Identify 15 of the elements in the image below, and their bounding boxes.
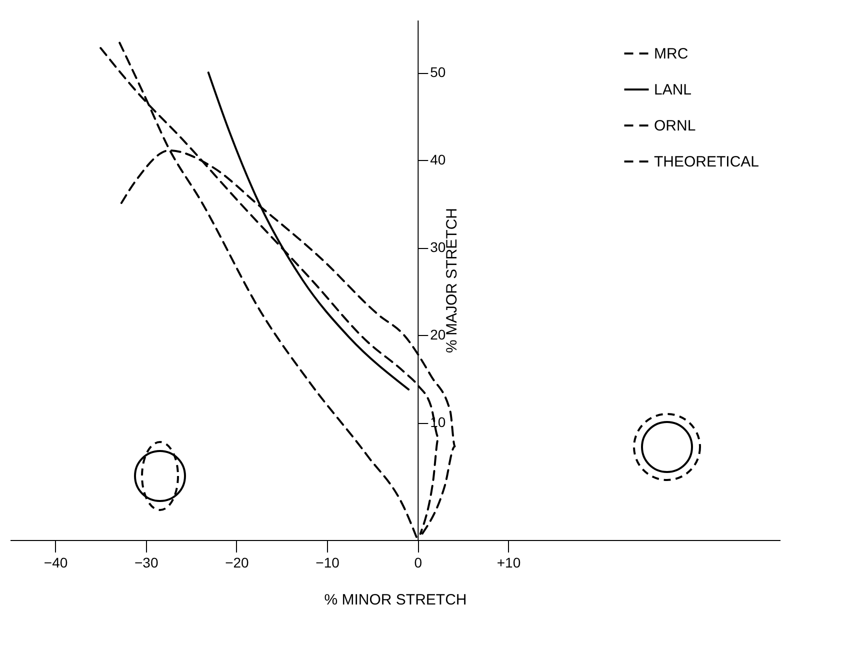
y-tick-label: 50 (430, 64, 446, 80)
y-tick-label: 40 (430, 152, 446, 168)
x-tick-label: −10 (316, 554, 340, 570)
legend-label: ORNL (654, 118, 696, 134)
legend-label: LANL (654, 82, 692, 98)
legend-label: MRC (654, 46, 688, 62)
x-axis-title: % MINOR STRETCH (324, 592, 467, 608)
x-tick-label: 0 (414, 554, 422, 570)
x-tick-label: −30 (134, 554, 158, 570)
x-tick-label: −20 (225, 554, 250, 570)
x-tick-label: −40 (44, 554, 68, 570)
y-tick-label: 20 (430, 326, 446, 343)
y-tick-label: 30 (430, 239, 446, 256)
legend-label: THEORETICAL (654, 154, 760, 170)
x-tick-label: +10 (496, 554, 521, 570)
